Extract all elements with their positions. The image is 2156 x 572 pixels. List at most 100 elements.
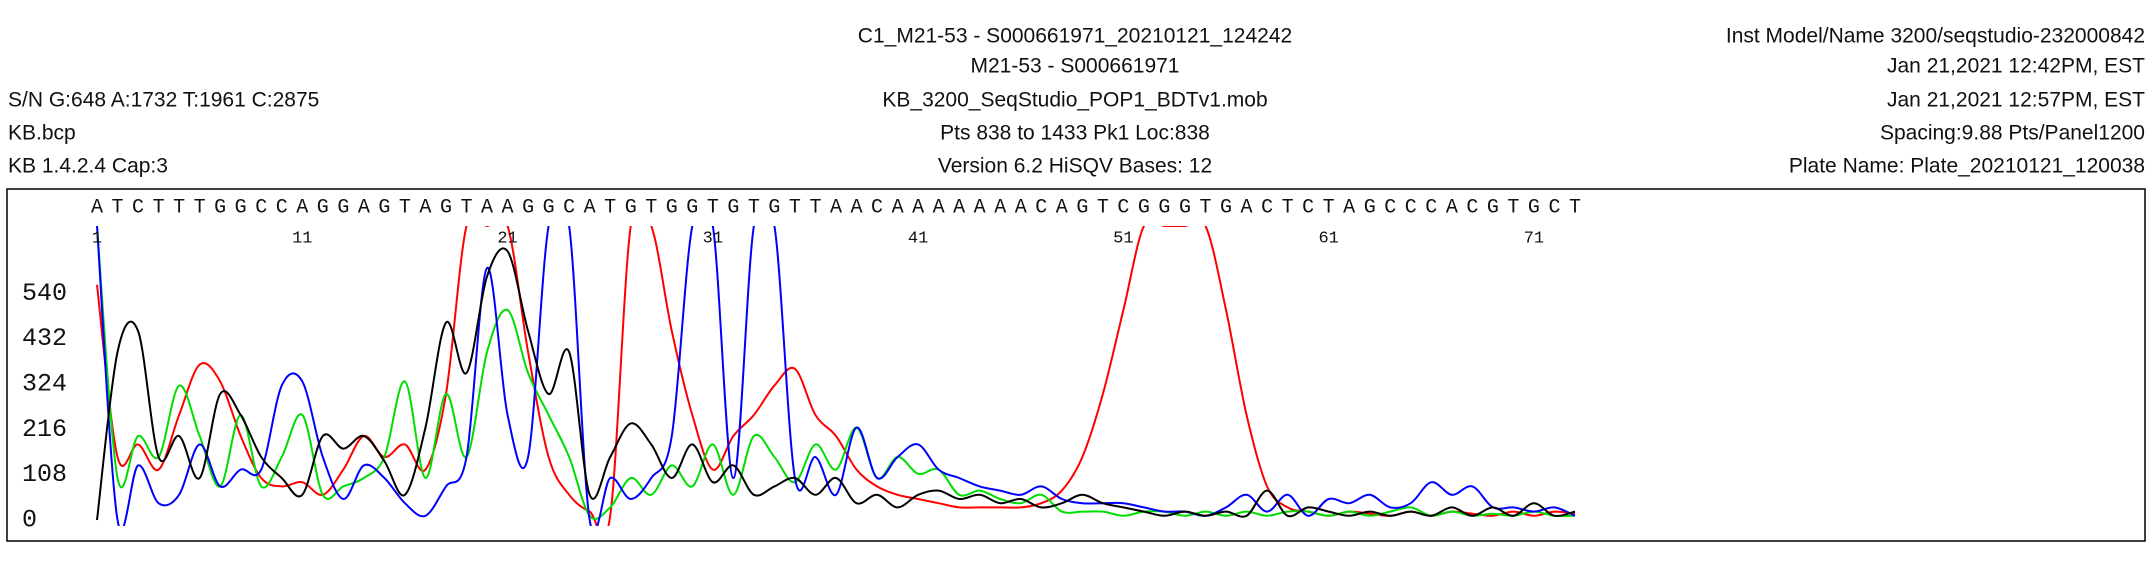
info-center: M21-53 - S000661971: [971, 55, 1180, 78]
base-call: T: [707, 196, 719, 219]
base-call: G: [522, 196, 534, 219]
base-call: C: [1425, 196, 1437, 219]
base-call: T: [1323, 196, 1335, 219]
y-tick-label: 540: [22, 279, 67, 308]
base-call: C: [1548, 196, 1560, 219]
position-label: 11: [292, 229, 312, 248]
base-call: C: [1384, 196, 1396, 219]
base-call: T: [604, 196, 616, 219]
base-call: A: [953, 196, 965, 219]
y-tick-label: 432: [22, 324, 67, 353]
base-call: G: [1138, 196, 1150, 219]
base-call: G: [378, 196, 390, 219]
trace-frame: [6, 188, 2146, 542]
base-call: T: [748, 196, 760, 219]
base-call: A: [296, 196, 308, 219]
base-call: G: [1220, 196, 1232, 219]
base-call: A: [481, 196, 493, 219]
position-label: 31: [703, 229, 723, 248]
y-tick-label: 108: [22, 460, 67, 489]
base-call: G: [1528, 196, 1540, 219]
base-call: A: [358, 196, 370, 219]
info-center: Pts 838 to 1433 Pk1 Loc:838: [940, 122, 1210, 145]
base-call: G: [727, 196, 739, 219]
info-center: Version 6.2 HiSQV Bases: 12: [938, 155, 1212, 178]
info-left: S/N G:648 A:1732 T:1961 C:2875: [8, 89, 319, 112]
base-call: G: [1179, 196, 1191, 219]
base-call: T: [1097, 196, 1109, 219]
base-call: C: [871, 196, 883, 219]
info-left: KB.bcp: [8, 122, 76, 145]
base-call: G: [666, 196, 678, 219]
base-call: A: [1015, 196, 1027, 219]
base-call: G: [686, 196, 698, 219]
base-call: G: [235, 196, 247, 219]
position-label: 21: [497, 229, 517, 248]
info-right: Jan 21,2021 12:57PM, EST: [1887, 89, 2145, 112]
base-call: A: [933, 196, 945, 219]
base-call: A: [502, 196, 514, 219]
base-call: G: [1364, 196, 1376, 219]
y-tick-label: 324: [22, 370, 67, 399]
trace: [96, 247, 1576, 521]
base-call: A: [912, 196, 924, 219]
base-call: A: [1241, 196, 1253, 219]
base-call: A: [892, 196, 904, 219]
base-call: G: [317, 196, 329, 219]
position-label: 1: [92, 229, 102, 248]
position-label: 61: [1318, 229, 1338, 248]
base-call: A: [994, 196, 1006, 219]
info-right: Inst Model/Name 3200/seqstudio-232000842: [1726, 25, 2145, 48]
base-call: G: [1487, 196, 1499, 219]
base-call: C: [276, 196, 288, 219]
base-call: G: [214, 196, 226, 219]
base-call: C: [255, 196, 267, 219]
base-call: T: [1569, 196, 1581, 219]
base-call: A: [851, 196, 863, 219]
base-call: A: [584, 196, 596, 219]
base-call: C: [1302, 196, 1314, 219]
base-call: T: [194, 196, 206, 219]
trace: [96, 226, 1576, 526]
base-call: C: [1261, 196, 1273, 219]
base-call: T: [399, 196, 411, 219]
base-call: C: [1117, 196, 1129, 219]
base-call: A: [419, 196, 431, 219]
info-center: KB_3200_SeqStudio_POP1_BDTv1.mob: [882, 89, 1267, 112]
base-call: C: [132, 196, 144, 219]
base-call: C: [1405, 196, 1417, 219]
base-call: A: [830, 196, 842, 219]
base-call: C: [1035, 196, 1047, 219]
info-right: Plate Name: Plate_20210121_120038: [1789, 155, 2145, 178]
base-call: G: [337, 196, 349, 219]
base-call: G: [440, 196, 452, 219]
base-call: T: [1507, 196, 1519, 219]
base-call: G: [1158, 196, 1170, 219]
base-call: T: [153, 196, 165, 219]
y-tick-label: 0: [22, 506, 37, 535]
base-call: G: [625, 196, 637, 219]
info-right: Spacing:9.88 Pts/Panel1200: [1880, 122, 2145, 145]
position-label: 51: [1113, 229, 1133, 248]
base-call: T: [645, 196, 657, 219]
trace: [96, 226, 1576, 520]
base-call: A: [974, 196, 986, 219]
base-call: T: [460, 196, 472, 219]
base-call: T: [112, 196, 124, 219]
base-call: G: [768, 196, 780, 219]
y-tick-label: 216: [22, 415, 67, 444]
info-left: KB 1.4.2.4 Cap:3: [8, 155, 168, 178]
base-call: T: [809, 196, 821, 219]
position-label: 41: [908, 229, 928, 248]
base-call: A: [1343, 196, 1355, 219]
base-call: C: [563, 196, 575, 219]
trace: [96, 226, 1576, 526]
base-call: G: [543, 196, 555, 219]
base-call: C: [1466, 196, 1478, 219]
base-call: G: [1076, 196, 1088, 219]
info-right: Jan 21,2021 12:42PM, EST: [1887, 55, 2145, 78]
traces: [96, 226, 1576, 526]
base-call: A: [91, 196, 103, 219]
